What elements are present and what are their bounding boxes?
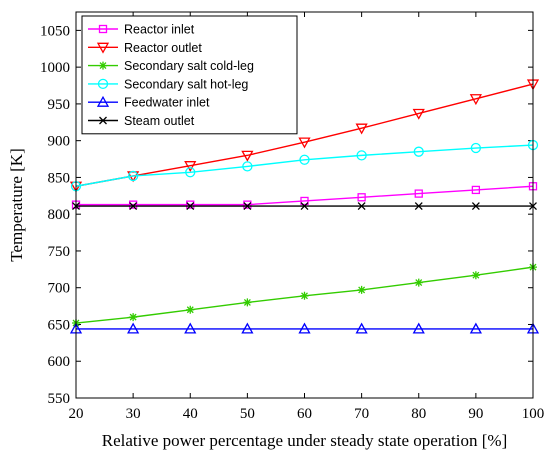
data-point (298, 137, 311, 149)
series-line (76, 185, 534, 206)
data-point (300, 196, 309, 206)
x-tick-label: 90 (468, 406, 483, 422)
data-point (414, 278, 423, 287)
y-tick-label: 800 (48, 207, 71, 223)
legend-label: Secondary salt hot-leg (124, 77, 248, 91)
data-point (241, 322, 254, 334)
data-point (186, 200, 195, 209)
series-feedwater-inlet (69, 322, 540, 334)
y-axis-title: Temperature [K] (7, 148, 26, 262)
y-tick-label: 1050 (40, 23, 70, 39)
legend-item: Secondary salt cold-leg (88, 59, 254, 73)
legend-marker (98, 24, 108, 34)
series-reactor-inlet (71, 182, 538, 209)
series-line (75, 144, 534, 187)
data-point (129, 313, 138, 322)
legend-marker (96, 95, 110, 107)
legend-label: Secondary salt cold-leg (124, 59, 254, 73)
data-point (356, 150, 367, 161)
legend-item: Secondary salt hot-leg (88, 77, 248, 91)
x-tick-label: 40 (183, 406, 198, 422)
data-point (469, 322, 482, 334)
data-point (357, 285, 366, 294)
data-point (355, 123, 368, 135)
data-point (185, 167, 196, 178)
y-tick-label: 900 (48, 134, 71, 150)
series-layer (69, 79, 540, 334)
data-point (357, 193, 366, 202)
data-point (243, 202, 252, 211)
data-point (300, 202, 309, 211)
legend-item: Reactor outlet (88, 41, 202, 55)
data-point (471, 271, 480, 280)
legend-label: Reactor outlet (124, 41, 202, 55)
legend-item: Feedwater inlet (88, 96, 210, 110)
data-point (186, 202, 195, 211)
y-tick-label: 600 (48, 354, 71, 370)
legend-marker (97, 78, 109, 90)
data-point (414, 189, 423, 198)
y-tick-label: 550 (48, 391, 71, 407)
data-point (299, 154, 310, 165)
legend-marker (96, 42, 110, 54)
series-secondary-salt-cold-leg (72, 263, 537, 328)
x-tick-label: 80 (411, 406, 426, 422)
data-point (413, 146, 424, 157)
x-tick-label: 30 (126, 406, 141, 422)
data-point (127, 322, 140, 334)
legend-item: Steam outlet (88, 114, 195, 128)
legend-box (81, 15, 298, 135)
data-point (184, 322, 197, 334)
y-tick-label: 700 (48, 281, 71, 297)
legend-label: Steam outlet (124, 114, 195, 128)
series-line (75, 83, 534, 187)
legend-marker (99, 61, 107, 70)
plot-area-frame (75, 11, 534, 399)
y-tick-label: 650 (48, 317, 71, 333)
data-point (242, 161, 253, 172)
data-point (184, 161, 197, 173)
data-point (241, 150, 254, 162)
data-point (469, 94, 482, 106)
x-tick-label: 20 (69, 406, 84, 422)
data-point (412, 108, 425, 120)
y-tick-label: 750 (48, 244, 71, 260)
data-point (128, 200, 138, 209)
legend: Reactor inlet Reactor outlet Secondary sal… (81, 15, 298, 135)
data-point (300, 291, 309, 300)
x-tick-label: 60 (297, 406, 312, 422)
data-point (470, 142, 482, 154)
data-point (243, 298, 252, 307)
x-axis-title: Relative power percentage under steady s… (102, 431, 507, 450)
legend-item: Reactor inlet (88, 23, 195, 37)
y-tick-label: 950 (48, 97, 71, 113)
x-tick-label: 70 (354, 406, 369, 422)
y-tick-label: 850 (48, 170, 71, 186)
data-point (471, 202, 480, 211)
data-point (355, 322, 368, 334)
legend-label: Reactor inlet (124, 23, 195, 37)
x-tick-label: 100 (522, 406, 545, 422)
data-point (412, 322, 425, 334)
data-point (186, 305, 195, 314)
data-point (129, 202, 138, 211)
legend-label: Feedwater inlet (124, 96, 210, 110)
data-point (357, 202, 366, 211)
series-secondary-salt-hot-leg (70, 139, 539, 192)
data-point (243, 200, 252, 209)
series-steam-outlet (72, 202, 537, 211)
legend-marker (99, 116, 107, 125)
data-point (414, 202, 423, 211)
axis-ticks: 20 30 40 50 60 70 80 90 100 550 600 650 700 750 800 850… (40, 12, 544, 422)
data-point (127, 170, 139, 182)
data-point (298, 322, 311, 334)
x-tick-label: 50 (240, 406, 255, 422)
data-point (471, 185, 481, 195)
y-tick-label: 1000 (40, 60, 70, 76)
